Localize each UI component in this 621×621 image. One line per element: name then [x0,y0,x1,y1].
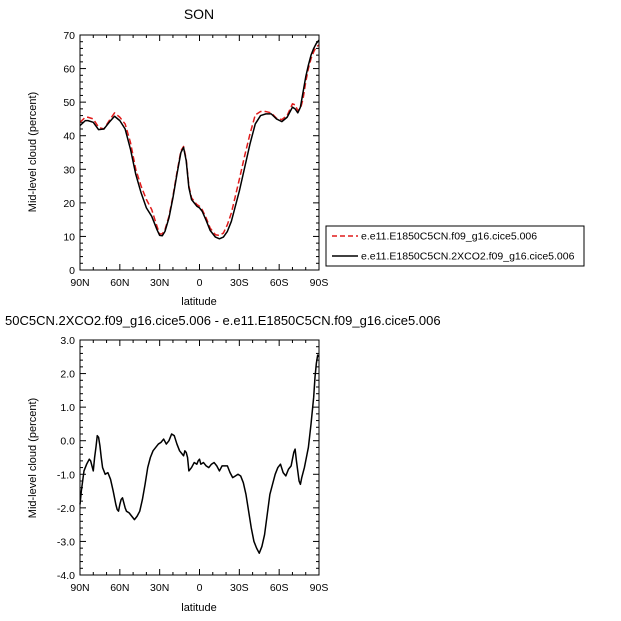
bottom-series-line-0 [79,354,320,554]
bottom-y-tick-label: 0.0 [60,436,75,448]
bottom-chart-series [79,354,320,554]
top-x-tick-label: 60S [270,277,289,289]
bottom-x-tick-label: 30S [230,582,249,594]
top-chart-title: SON [184,6,214,22]
bottom-x-tick-label: 60S [270,582,289,594]
top-x-tick-label: 30S [230,277,249,289]
top-chart-frame [79,34,320,271]
top-chart: SON 90N 60N 30N 0 30S 60S 90S 0 10 20 30 40 50 60 70 l… [27,6,328,308]
bottom-x-tick-label: 30N [150,582,169,594]
top-y-tick-label: 50 [63,97,75,109]
bottom-chart-ylabel: Mid-level cloud (percent) [27,398,39,518]
bottom-y-tick-label: -3.0 [57,536,75,548]
top-chart-series [79,39,320,240]
top-x-tick-label: 90N [70,277,89,289]
bottom-chart-title: 50C5CN.2XCO2.f09_g16.cice5.006 - e.e11.E… [5,313,441,328]
legend-label-2xco2: e.e11.E1850C5CN.2XCO2.f09_g16.cice5.006 [361,251,575,263]
bottom-chart: 50C5CN.2XCO2.f09_g16.cice5.006 - e.e11.E… [5,313,441,614]
top-y-tick-label: 40 [63,131,75,143]
bottom-y-tick-label: 1.0 [60,402,75,414]
top-y-tick-label: 20 [63,198,75,210]
bottom-y-tick-label: 2.0 [60,369,75,381]
bottom-chart-frame [79,339,320,576]
top-x-tick-label: 90S [310,277,329,289]
bottom-y-tick-label: -4.0 [57,570,75,582]
top-y-tick-label: 30 [63,164,75,176]
top-y-tick-label: 10 [63,231,75,243]
bottom-x-tick-label: 90S [310,582,329,594]
top-x-tick-label: 60N [110,277,129,289]
top-y-tick-label: 70 [63,30,75,42]
bottom-y-tick-label: -1.0 [57,469,75,481]
legend-box [325,225,585,267]
bottom-y-tick-label: -2.0 [57,503,75,515]
bottom-chart-xlabel: latitude [181,602,216,614]
bottom-x-tick-label: 0 [197,582,203,594]
top-chart-axes: 90N 60N 30N 0 30S 60S 90S 0 10 20 30 40 50 60 70 [63,30,328,289]
top-y-tick-label: 60 [63,64,75,76]
top-x-tick-label: 30N [150,277,169,289]
bottom-x-tick-label: 90N [70,582,89,594]
top-series-line-1 [79,39,320,240]
bottom-y-tick-label: 3.0 [60,335,75,347]
top-x-tick-label: 0 [197,277,203,289]
legend-label-control: e.e11.E1850C5CN.f09_g16.cice5.006 [361,231,537,243]
top-y-tick-label: 0 [69,265,75,277]
top-series-line-0 [79,44,320,237]
bottom-chart-axes: 90N 60N 30N 0 30S 60S 90S 3.0 2.0 1.0 0.0 -1.0 -2.0 -… [57,335,328,594]
top-chart-ylabel: Mid-level cloud (percent) [27,92,39,212]
top-chart-xlabel: latitude [181,296,216,308]
legend: e.e11.E1850C5CN.f09_g16.cice5.006 e.e11.… [325,225,585,267]
bottom-x-tick-label: 60N [110,582,129,594]
